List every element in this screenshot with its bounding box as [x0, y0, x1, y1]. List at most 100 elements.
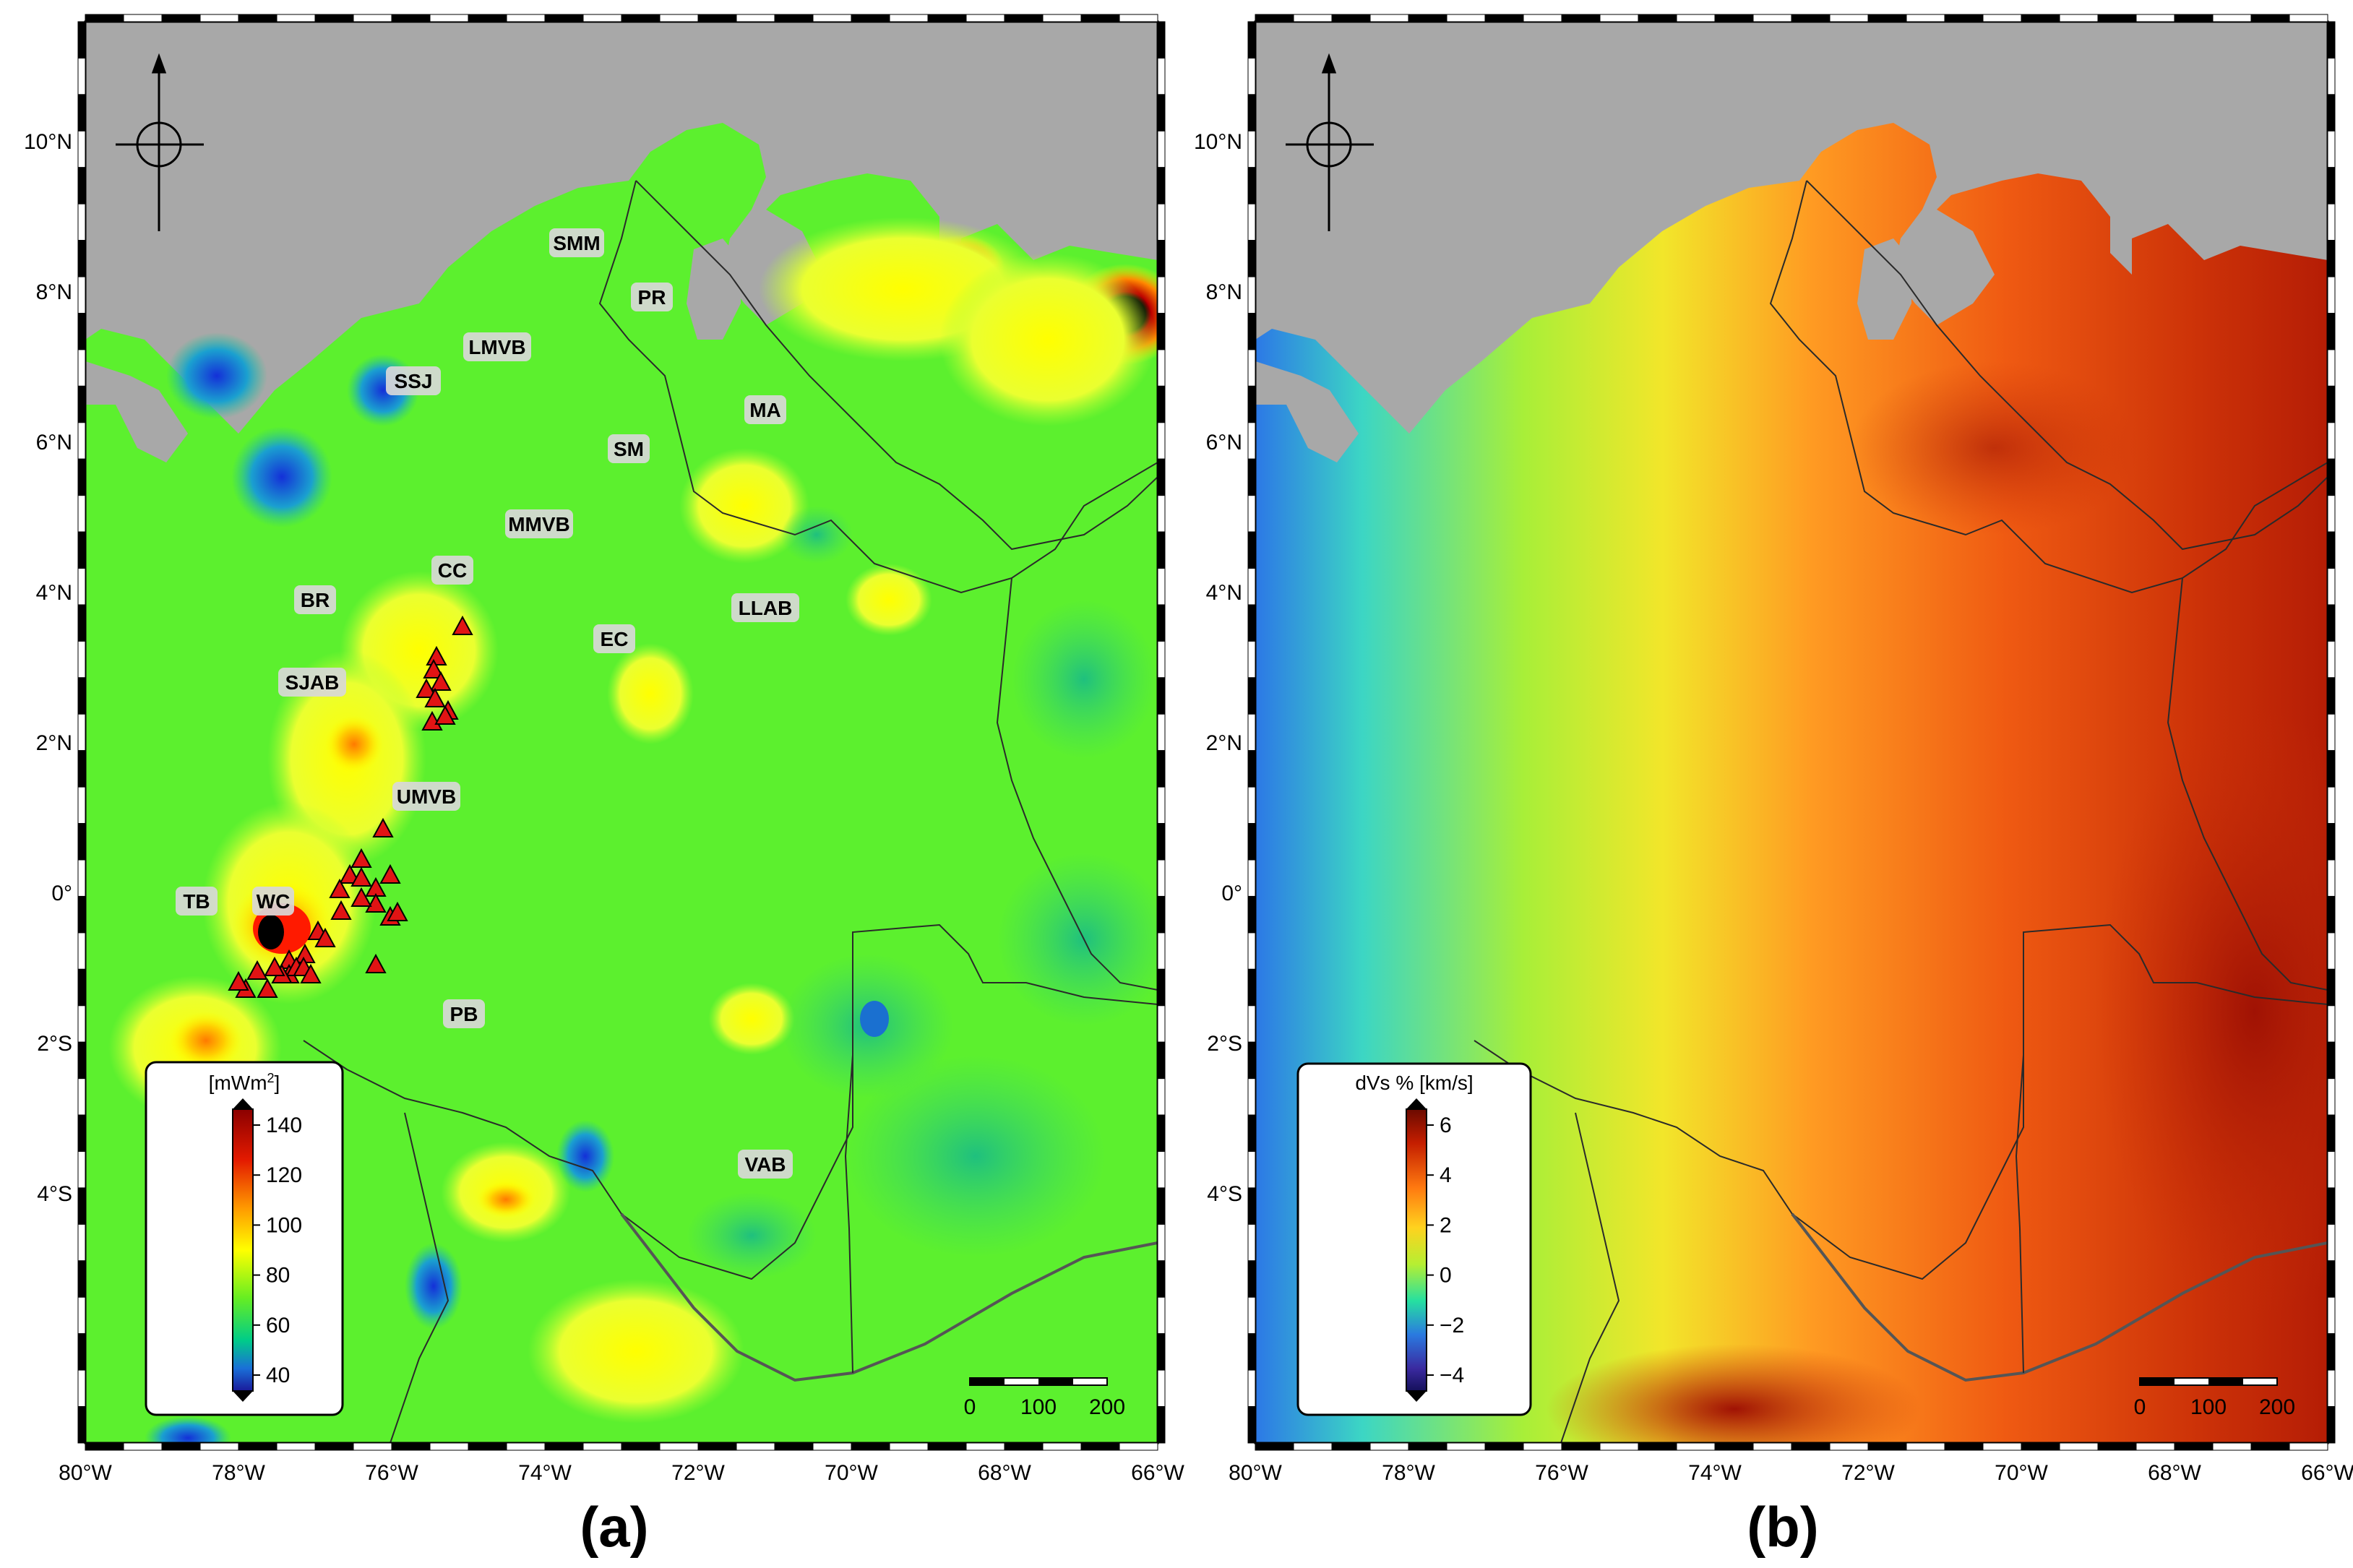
frame-segment	[2327, 1041, 2336, 1080]
frame-segment	[927, 1442, 967, 1451]
frame-segment	[2327, 422, 2336, 460]
frame-segment	[1247, 94, 1256, 132]
scale-label-200: 200	[2259, 1395, 2295, 1419]
frame-segment	[812, 1442, 852, 1451]
frame-segment	[1944, 1442, 1984, 1451]
lon-label: 70°W	[1995, 1461, 2048, 1485]
frame-segment	[582, 14, 622, 22]
basin-labels: SMM PR LMVB SSJ MA SM MMVB CC BR LLAB EC SJAB UMVB TB…	[176, 228, 799, 1179]
frame-segment	[1042, 1442, 1082, 1451]
frame-segment	[1867, 14, 1907, 22]
frame-segment	[2059, 14, 2099, 22]
basin-label-smm: SMM	[549, 228, 604, 257]
volcano-markers	[228, 615, 473, 998]
frame-segment	[123, 14, 163, 22]
frame-segment	[1157, 786, 1166, 824]
frame-segment	[1247, 1005, 1256, 1043]
svg-text:LLAB: LLAB	[739, 597, 793, 619]
frame-segment	[468, 14, 507, 22]
frame-segment	[774, 14, 814, 22]
frame-segment	[1638, 14, 1677, 22]
frame-segment	[2327, 167, 2336, 204]
frame-segment	[77, 349, 86, 387]
frame-segment	[1247, 750, 1256, 788]
basin-label-wc: WC	[252, 887, 294, 916]
frame-segment	[77, 495, 86, 533]
frame-segment	[77, 1005, 86, 1043]
frame-segment	[2289, 1442, 2328, 1451]
lat-label: 10°N	[1194, 130, 1242, 154]
colorbar-tick-label: −2	[1440, 1314, 1464, 1337]
frame-segment	[2289, 14, 2328, 22]
frame-segment	[736, 1442, 775, 1451]
frame-segment	[77, 21, 86, 59]
frame-segment	[2327, 1369, 2336, 1408]
volcano-marker	[434, 705, 456, 725]
frame-segment	[77, 531, 86, 569]
frame-segment	[1247, 859, 1256, 897]
frame-segment	[429, 1442, 469, 1451]
frame-segment	[1119, 1442, 1158, 1451]
basin-label-sm: SM	[608, 434, 650, 463]
frame-segment	[199, 1442, 239, 1451]
colorbar-tick-label: 6	[1440, 1113, 1452, 1137]
frame-segment	[2327, 1223, 2336, 1262]
frame-segment	[2212, 14, 2252, 22]
frame-segment	[1004, 14, 1044, 22]
frame-segment	[1982, 14, 2022, 22]
frame-segment	[77, 640, 86, 679]
colorbar-tick-label: 80	[266, 1264, 290, 1288]
frame-segment	[1247, 895, 1256, 934]
volcano-marker	[365, 892, 387, 913]
lat-label: 12°N	[24, 0, 72, 4]
volcano-marker	[264, 956, 285, 976]
basin-label-ma: MA	[744, 395, 786, 424]
frame-segment	[391, 1442, 431, 1451]
frame-segment	[2327, 240, 2336, 277]
lat-label: 4°N	[36, 581, 72, 605]
volcano-marker	[372, 817, 394, 837]
frame-segment	[1446, 1442, 1486, 1451]
frame-segment	[77, 1187, 86, 1225]
frame-segment	[85, 14, 124, 22]
colorbar-tick-label: 60	[266, 1314, 290, 1337]
frame-segment	[1157, 1260, 1166, 1298]
lon-label: 72°W	[1841, 1461, 1895, 1485]
frame-segment	[2327, 568, 2336, 606]
frame-segment	[2327, 1078, 2336, 1116]
volcano-marker	[416, 678, 437, 698]
frame-segment	[1157, 932, 1166, 970]
scale-label-200: 200	[1089, 1395, 1125, 1419]
frame-segment	[1293, 1442, 1333, 1451]
frame-segment	[1247, 968, 1256, 1007]
basin-label-pr: PR	[631, 283, 673, 311]
svg-text:SJAB: SJAB	[285, 671, 340, 694]
frame-segment	[1157, 640, 1166, 679]
volcano-marker	[329, 878, 350, 898]
scale-label-0: 0	[964, 1395, 976, 1419]
frame-segment	[1247, 531, 1256, 569]
frame-segment	[2097, 14, 2137, 22]
frame-segment	[77, 1260, 86, 1298]
frame-segment	[1331, 14, 1371, 22]
frame-segment	[697, 14, 737, 22]
frame-segment	[77, 786, 86, 824]
colorbar-tick-label: 4	[1440, 1163, 1452, 1187]
frame-segment	[1247, 786, 1256, 824]
frame-segment	[1247, 1187, 1256, 1225]
frame-segment	[1484, 1442, 1524, 1451]
frame-segment	[161, 14, 201, 22]
frame-segment	[2021, 14, 2060, 22]
heat-flow-map-panel: SMM PR LMVB SSJ MA SM MMVB CC BR LLAB EC SJAB UMVB TB…	[24, 0, 1185, 1559]
frame-segment	[1906, 1442, 1945, 1451]
volcano-marker	[228, 970, 249, 991]
frame-segment	[77, 167, 86, 204]
frame-segment	[2135, 1442, 2175, 1451]
svg-text:WC: WC	[257, 890, 291, 913]
colorbar-tick-label: 120	[266, 1163, 302, 1187]
frame-segment	[1157, 21, 1166, 59]
frame-segment	[1676, 14, 1716, 22]
gulf-uraba	[1255, 361, 1359, 462]
frame-segment	[1157, 167, 1166, 204]
lon-label: 66°W	[1131, 1461, 1184, 1485]
